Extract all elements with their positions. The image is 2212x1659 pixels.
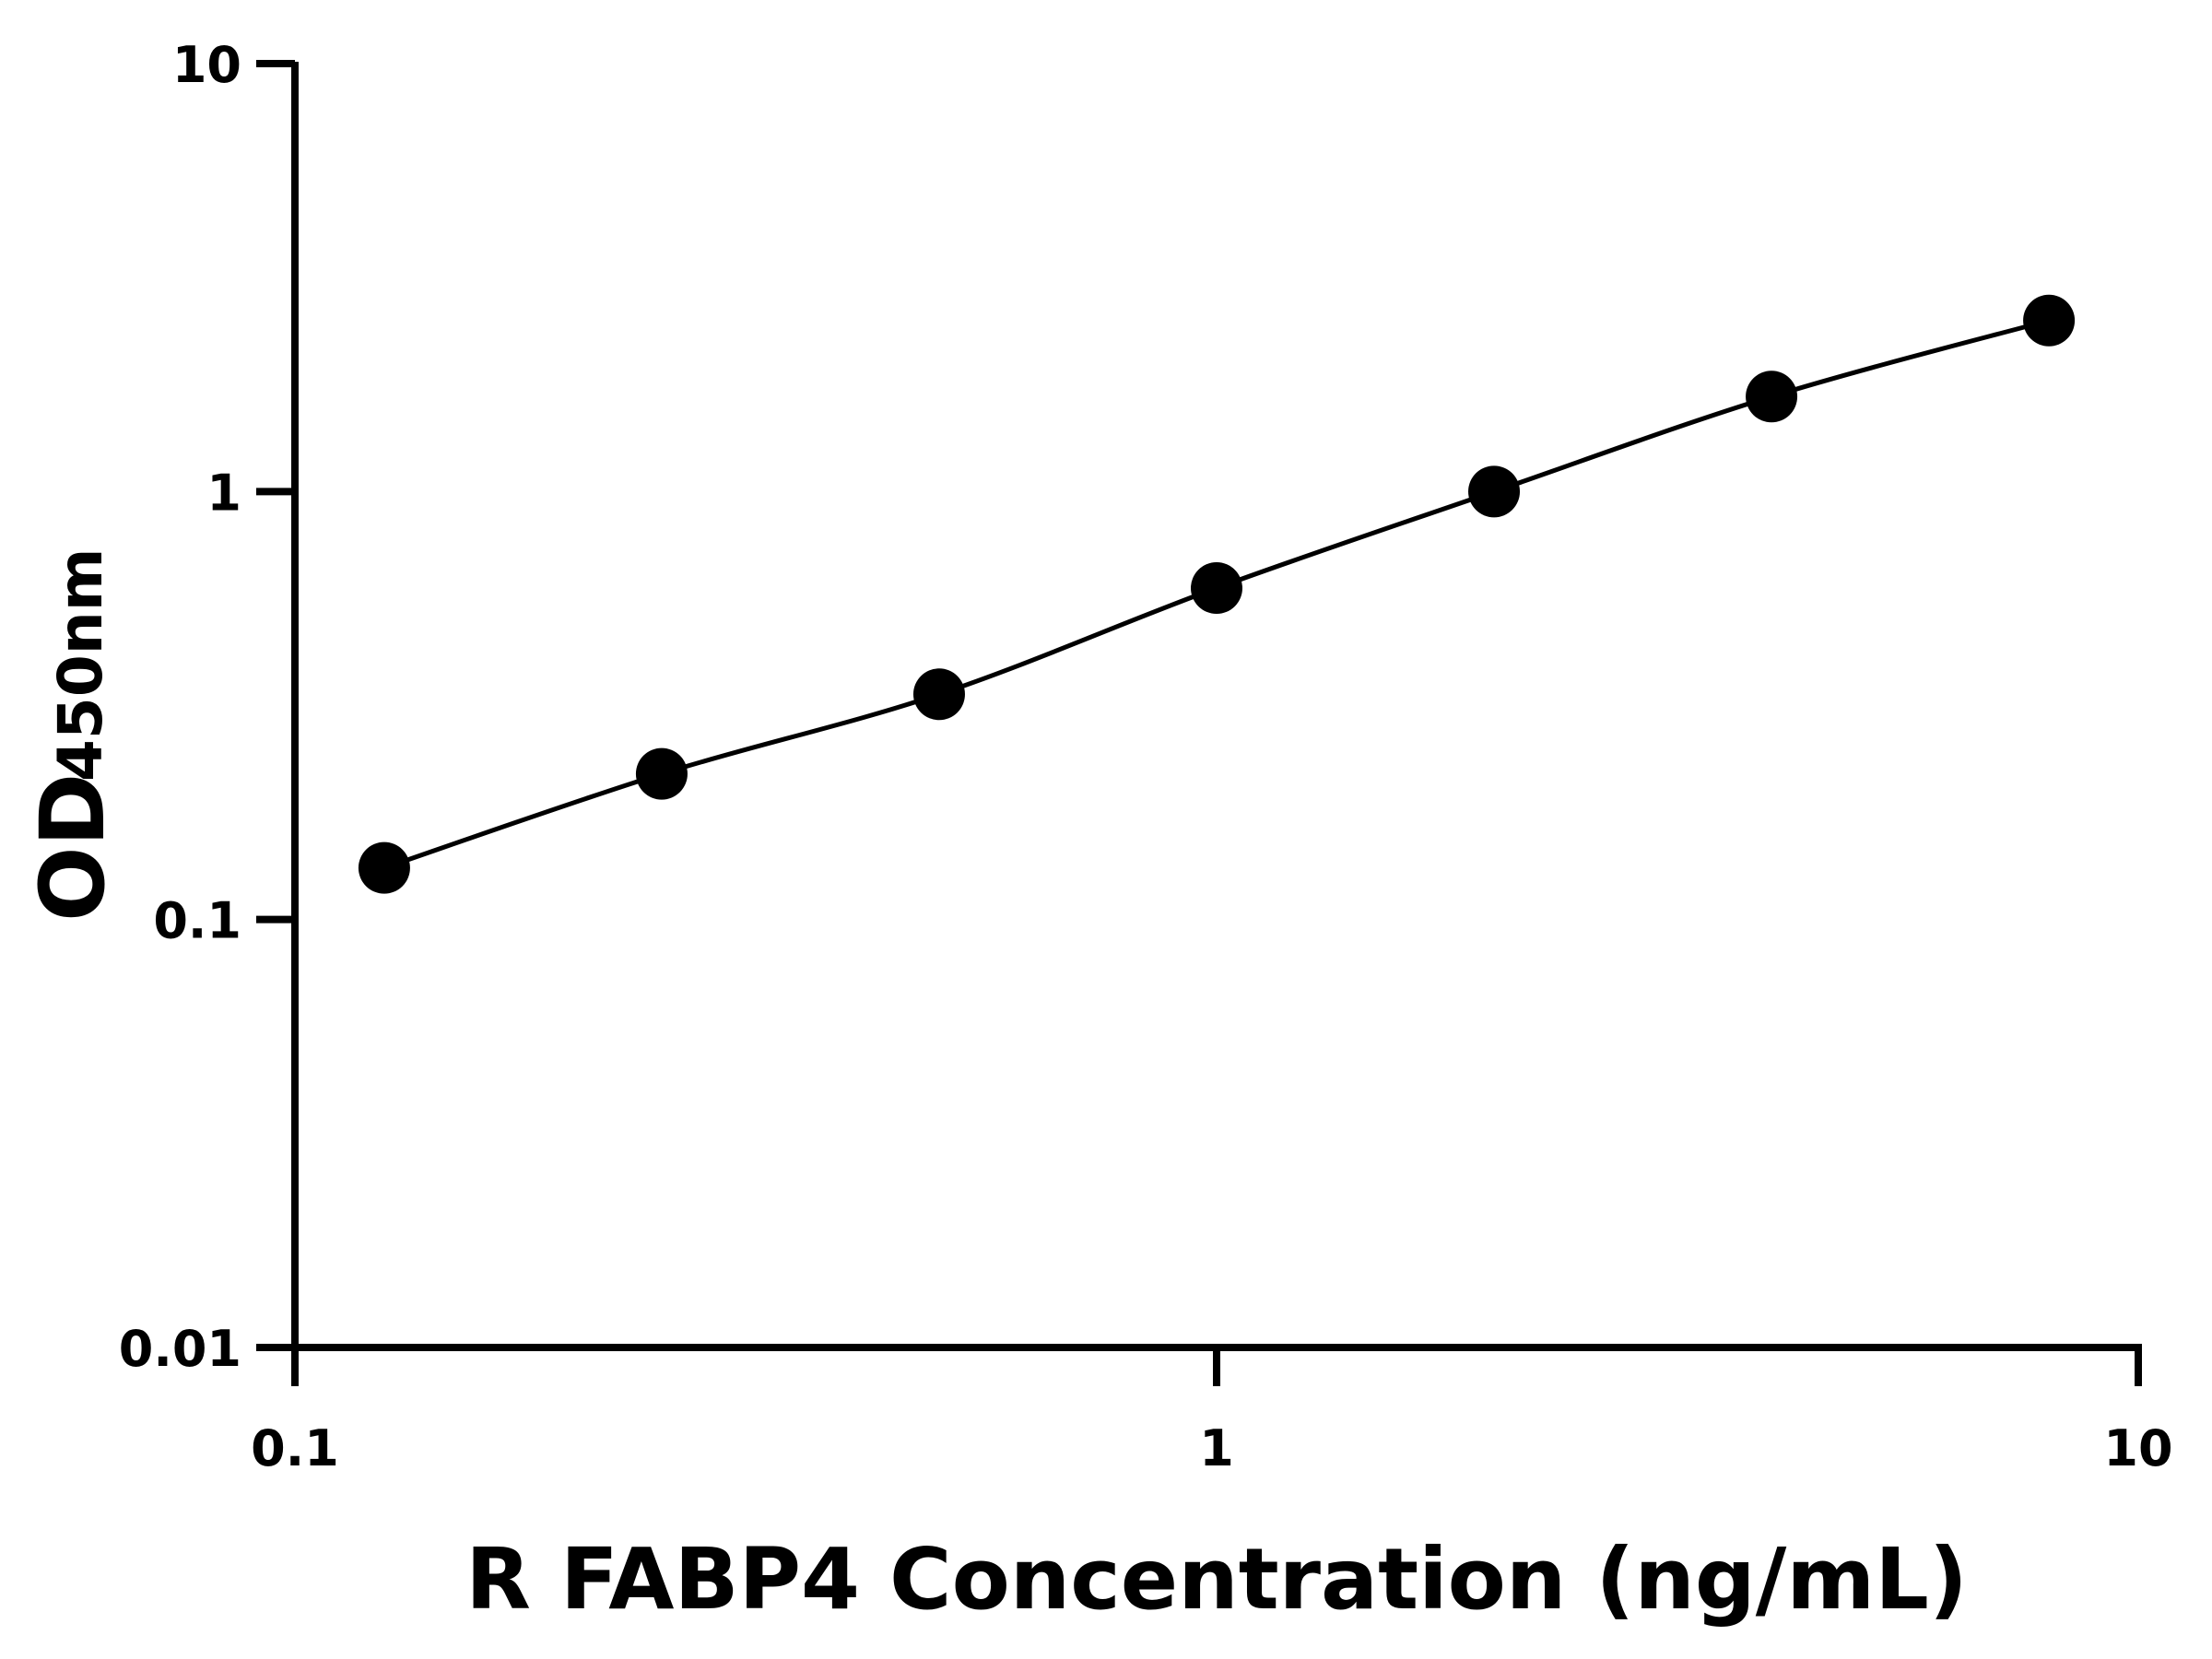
y-axis-label: OD 450nm xyxy=(21,547,124,922)
y-axis-label-main: OD xyxy=(21,773,124,922)
x-tick-label: 1 xyxy=(1199,1419,1234,1477)
data-points xyxy=(358,294,2076,894)
data-point xyxy=(912,668,965,721)
y-tick-label: 1 xyxy=(206,464,241,522)
data-point xyxy=(1468,465,1521,518)
data-point xyxy=(2023,294,2076,347)
y-tick-label: 0.01 xyxy=(119,1320,241,1378)
y-tick-label: 10 xyxy=(172,36,241,94)
data-point xyxy=(1746,371,1798,423)
y-axis-label-subscript: 450nm xyxy=(45,547,116,782)
axes xyxy=(256,60,2142,1386)
data-point xyxy=(1191,562,1242,615)
data-point xyxy=(635,747,688,800)
x-axis-label: R FABP4 Concentration (ng/mL) xyxy=(465,1530,1968,1629)
x-tick-label: 10 xyxy=(2103,1419,2172,1477)
x-tick-label: 0.1 xyxy=(251,1419,339,1477)
data-point xyxy=(358,841,410,894)
y-tick-label: 0.1 xyxy=(153,892,241,950)
